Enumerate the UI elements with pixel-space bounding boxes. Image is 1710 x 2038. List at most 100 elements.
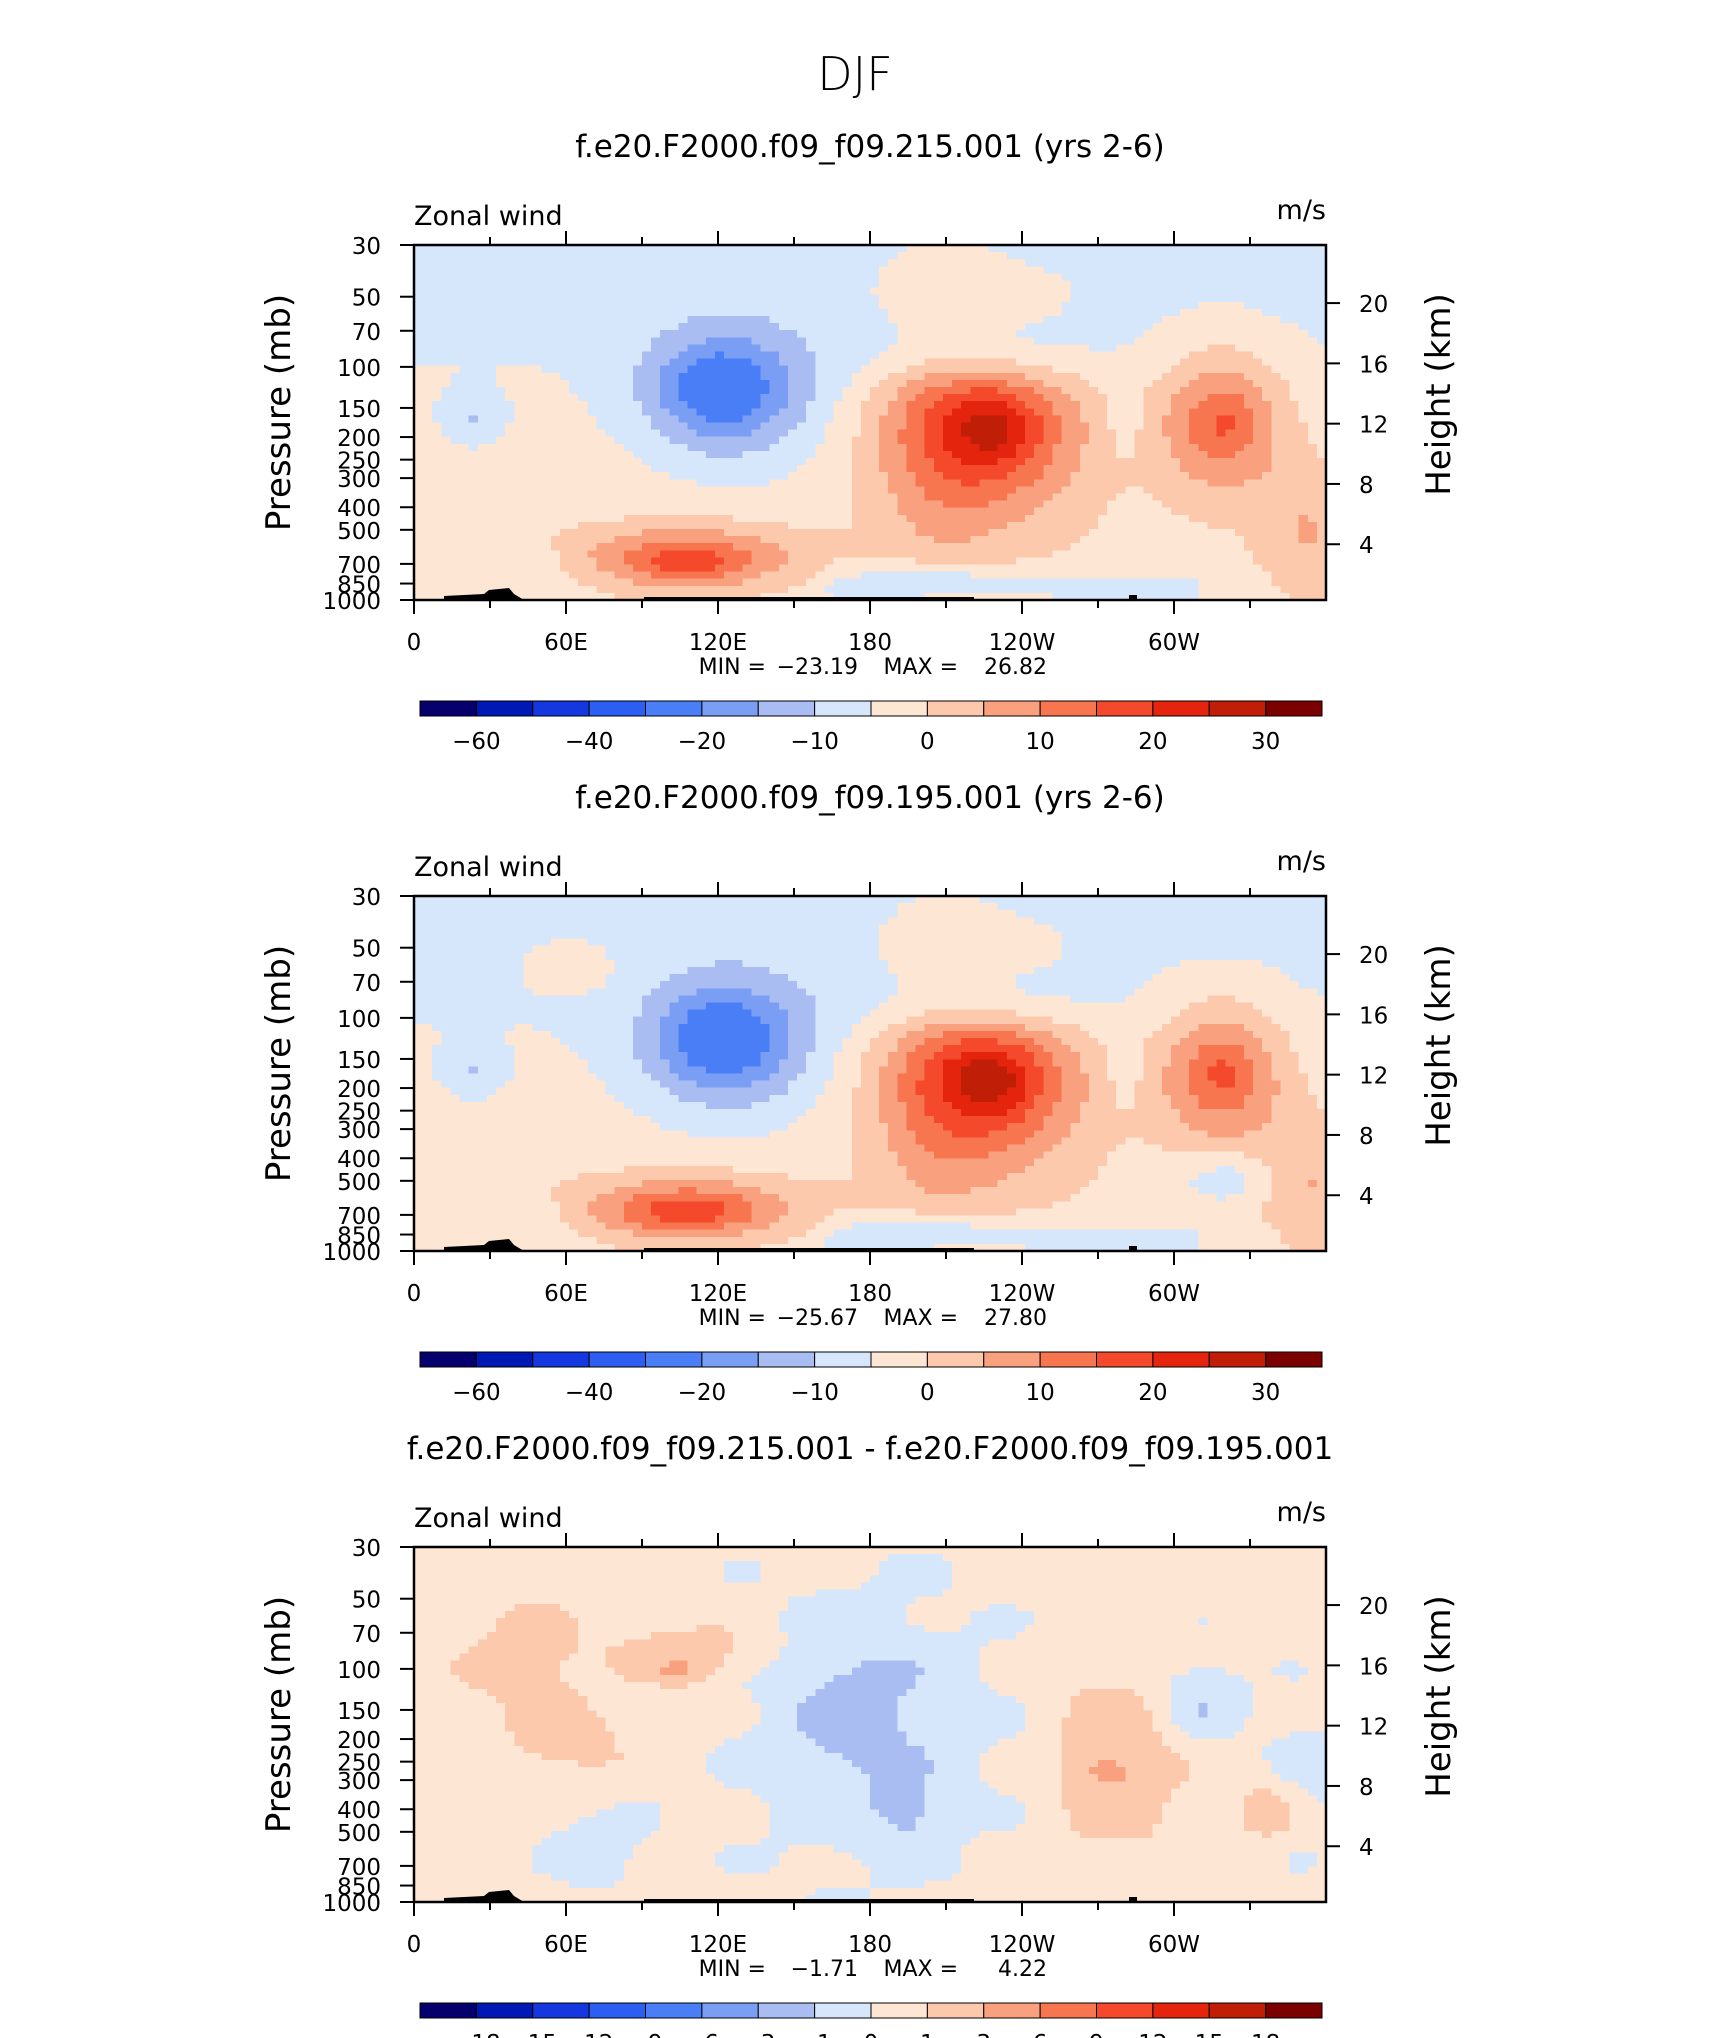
- contour-cell: [596, 521, 607, 530]
- contour-cell: [1025, 280, 1035, 289]
- contour-cell: [514, 564, 525, 573]
- contour-cell: [714, 536, 725, 544]
- contour-cell: [860, 550, 871, 558]
- contour-cell: [705, 323, 716, 331]
- contour-cell: [496, 365, 506, 374]
- contour-cell: [432, 379, 442, 388]
- contour-cell: [496, 571, 506, 580]
- contour-cell: [496, 486, 506, 495]
- contour-cell: [787, 514, 798, 523]
- contour-cell: [724, 308, 734, 317]
- contour-cell: [705, 450, 716, 459]
- contour-cell: [496, 266, 506, 274]
- contour-cell: [1289, 252, 1300, 260]
- contour-cell: [1316, 436, 1327, 445]
- contour-cell: [541, 564, 552, 573]
- contour-cell: [496, 387, 506, 395]
- contour-cell: [660, 287, 670, 296]
- contour-cell: [769, 507, 780, 516]
- contour-cell: [714, 280, 725, 289]
- contour-cell: [678, 543, 689, 551]
- contour-cell: [787, 415, 798, 424]
- contour-cell: [742, 443, 753, 452]
- contour-cell: [423, 273, 433, 282]
- contour-cell: [705, 287, 716, 296]
- contour-cell: [933, 486, 944, 495]
- contour-cell: [760, 585, 771, 594]
- contour-cell: [888, 529, 898, 537]
- contour-cell: [997, 543, 1008, 551]
- contour-cell: [559, 458, 570, 466]
- contour-cell: [1015, 245, 1026, 253]
- contour-cell: [751, 543, 762, 551]
- contour-cell: [1170, 465, 1181, 473]
- contour-cell: [1061, 465, 1072, 473]
- contour-cell: [942, 372, 953, 381]
- contour-cell: [1262, 287, 1272, 296]
- contour-cell: [705, 351, 716, 360]
- contour-cell: [1180, 465, 1190, 473]
- contour-cell: [933, 429, 944, 438]
- contour-cell: [541, 394, 552, 402]
- contour-cell: [642, 585, 652, 594]
- contour-cell: [623, 387, 634, 395]
- contour-cell: [459, 259, 470, 267]
- contour-cell: [787, 585, 798, 594]
- contour-cell: [714, 465, 725, 473]
- contour-cell: [952, 521, 962, 530]
- contour-cell: [423, 308, 433, 317]
- contour-cell: [1170, 557, 1181, 566]
- contour-cell: [486, 287, 497, 296]
- contour-cell: [1088, 358, 1099, 367]
- contour-cell: [468, 408, 479, 416]
- contour-cell: [642, 401, 652, 409]
- contour-cell: [733, 365, 743, 374]
- contour-cell: [632, 266, 643, 274]
- contour-cell: [614, 543, 625, 551]
- contour-cell: [1234, 536, 1245, 544]
- contour-cell: [468, 450, 479, 459]
- contour-cell: [532, 500, 543, 509]
- contour-cell: [833, 252, 844, 260]
- contour-cell: [1070, 287, 1081, 296]
- contour-cell: [596, 529, 607, 537]
- contour-cell: [751, 301, 762, 310]
- contour-cell: [705, 337, 716, 345]
- contour-cell: [1216, 401, 1227, 409]
- contour-cell: [1052, 592, 1063, 601]
- contour-cell: [1015, 365, 1026, 374]
- contour-cell: [1316, 564, 1327, 573]
- contour-cell: [797, 486, 807, 495]
- contour-cell: [1134, 408, 1145, 416]
- contour-cell: [569, 280, 579, 289]
- contour-cell: [477, 316, 488, 324]
- contour-cell: [778, 514, 789, 523]
- contour-cell: [806, 287, 816, 296]
- contour-cell: [1116, 472, 1126, 480]
- contour-cell: [578, 450, 588, 459]
- contour-cell: [724, 521, 734, 530]
- contour-cell: [906, 259, 917, 267]
- contour-cell: [587, 479, 597, 487]
- contour-cell: [651, 365, 661, 374]
- contour-cell: [952, 301, 962, 310]
- contour-cell: [952, 330, 962, 338]
- contour-cell: [952, 557, 962, 566]
- contour-cell: [888, 465, 898, 473]
- contour-cell: [1088, 564, 1099, 573]
- contour-cell: [888, 585, 898, 594]
- contour-cell: [751, 529, 762, 537]
- contour-cell: [1116, 287, 1126, 296]
- contour-cell: [632, 500, 643, 509]
- contour-cell: [1170, 365, 1181, 374]
- contour-cell: [751, 358, 762, 367]
- contour-cell: [559, 273, 570, 282]
- contour-cell: [842, 266, 853, 274]
- contour-cell: [888, 287, 898, 296]
- contour-cell: [851, 330, 862, 338]
- contour-cell: [468, 536, 479, 544]
- contour-cell: [468, 301, 479, 310]
- contour-cell: [587, 514, 597, 523]
- contour-cell: [860, 465, 871, 473]
- contour-cell: [1189, 330, 1199, 338]
